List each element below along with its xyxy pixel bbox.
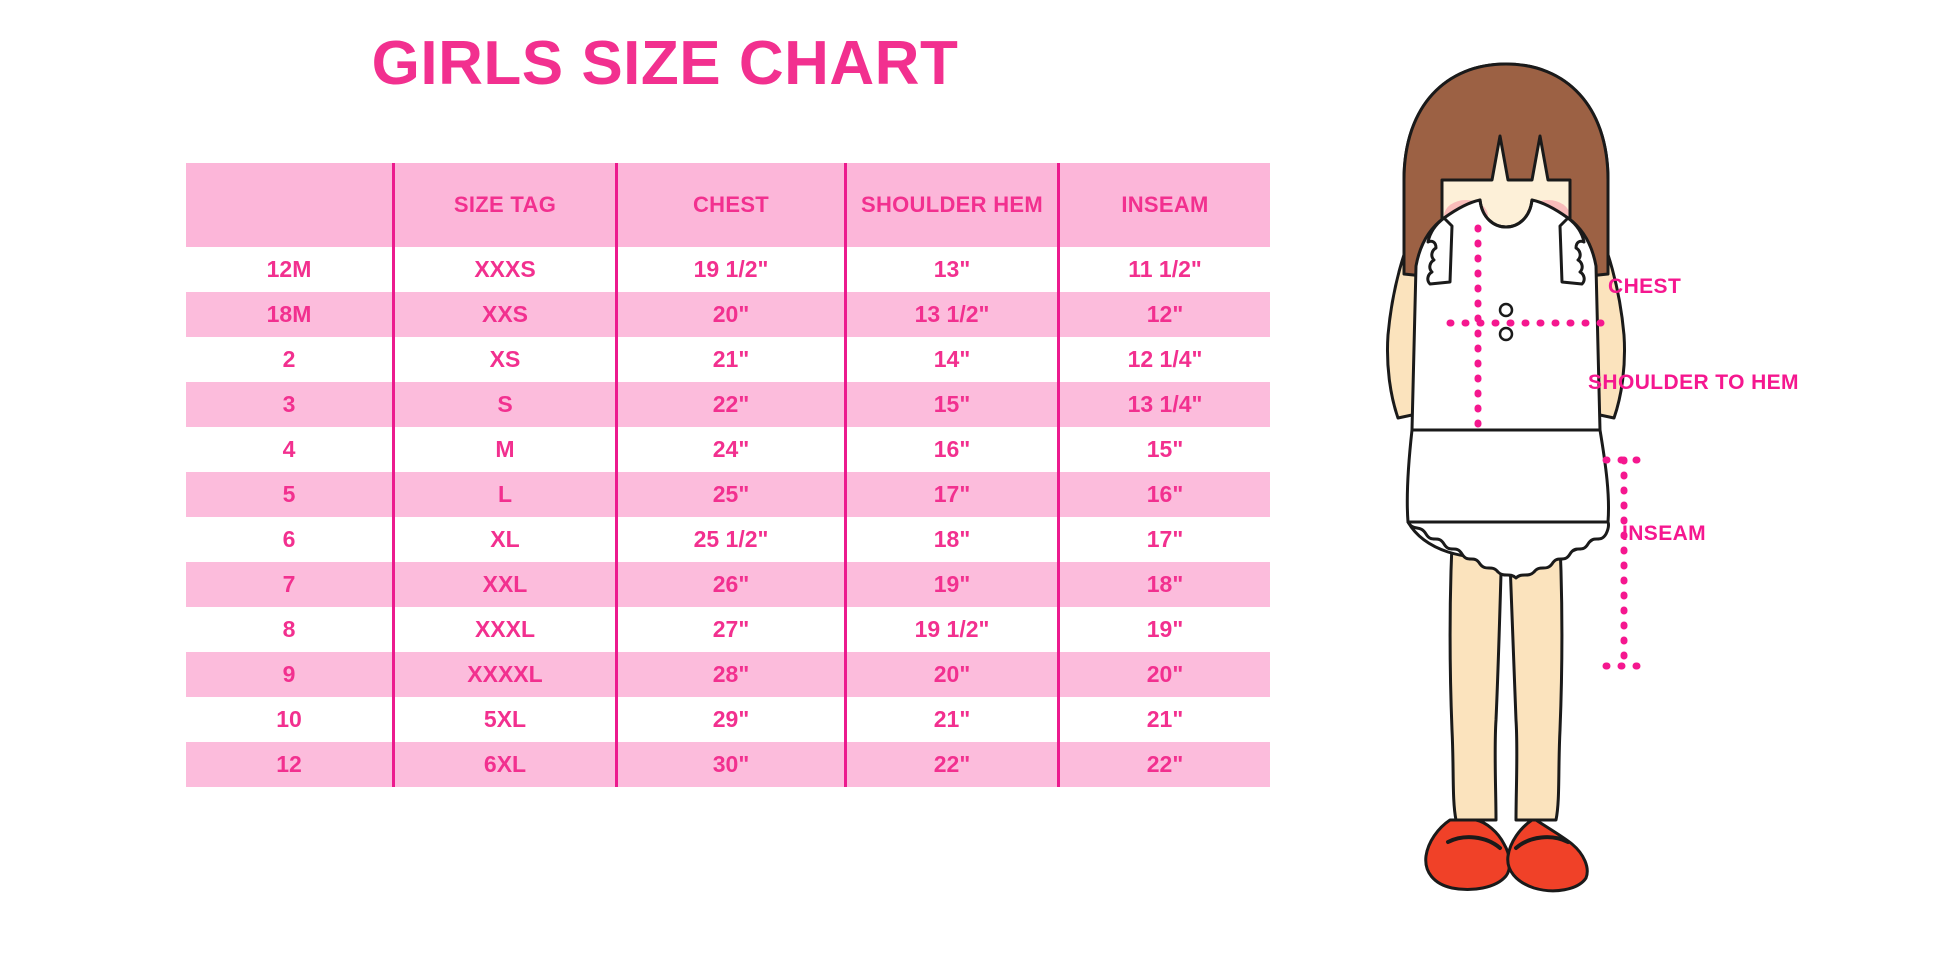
cell-inseam: 16" <box>1057 472 1270 517</box>
table-row: 12 6XL 30" 22" 22" <box>186 742 1270 787</box>
button-upper <box>1498 302 1514 318</box>
girl-figure-illustration <box>1300 30 1720 910</box>
cell-size-tag: XXS <box>392 292 617 337</box>
cell-chest: 26" <box>615 562 846 607</box>
cell-chest: 27" <box>615 607 846 652</box>
cell-chest: 25 1/2" <box>615 517 846 562</box>
size-chart-table: SIZE TAG CHEST SHOULDER HEM INSEAM 12M XX… <box>186 163 1270 787</box>
cell-inseam: 12 1/4" <box>1057 337 1270 382</box>
cell-shoulder-hem: 22" <box>844 742 1059 787</box>
cell-size: 12M <box>186 247 394 292</box>
cell-shoulder-hem: 19" <box>844 562 1059 607</box>
right-shoe <box>1506 818 1589 893</box>
cell-size-tag: M <box>392 427 617 472</box>
column-header-chest: CHEST <box>615 163 846 247</box>
cell-size: 3 <box>186 382 394 427</box>
cell-size: 2 <box>186 337 394 382</box>
ruffle-left-shoulder <box>1426 216 1454 286</box>
cell-chest: 22" <box>615 382 846 427</box>
table-row: 9 XXXXL 28" 20" 20" <box>186 652 1270 697</box>
cell-shoulder-hem: 16" <box>844 427 1059 472</box>
table-row: 3 S 22" 15" 13 1/4" <box>186 382 1270 427</box>
table-row: 2 XS 21" 14" 12 1/4" <box>186 337 1270 382</box>
cell-shoulder-hem: 20" <box>844 652 1059 697</box>
cell-shoulder-hem: 18" <box>844 517 1059 562</box>
cell-size: 7 <box>186 562 394 607</box>
cell-inseam: 11 1/2" <box>1057 247 1270 292</box>
cell-chest: 21" <box>615 337 846 382</box>
left-shoe <box>1424 818 1512 891</box>
hair-fringe <box>1402 62 1610 280</box>
table-row: 12M XXXS 19 1/2" 13" 11 1/2" <box>186 247 1270 292</box>
column-header-shoulder-hem: SHOULDER HEM <box>844 163 1059 247</box>
right-shoe-strap <box>1514 835 1570 850</box>
table-row: 8 XXXL 27" 19 1/2" 19" <box>186 607 1270 652</box>
cell-size-tag: XXL <box>392 562 617 607</box>
table-row: 6 XL 25 1/2" 18" 17" <box>186 517 1270 562</box>
cell-inseam: 17" <box>1057 517 1270 562</box>
cell-inseam: 12" <box>1057 292 1270 337</box>
annotation-label-chest: CHEST <box>1608 275 1682 298</box>
cell-chest: 19 1/2" <box>615 247 846 292</box>
cell-size: 5 <box>186 472 394 517</box>
cell-size: 6 <box>186 517 394 562</box>
cell-size-tag: 6XL <box>392 742 617 787</box>
cell-size: 8 <box>186 607 394 652</box>
cell-chest: 30" <box>615 742 846 787</box>
cell-inseam: 15" <box>1057 427 1270 472</box>
page-title: GIRLS SIZE CHART <box>371 29 959 98</box>
table-header-row: SIZE TAG CHEST SHOULDER HEM INSEAM <box>186 163 1270 247</box>
annotation-label-shoulder-to-hem: SHOULDER TO HEM <box>1588 371 1799 394</box>
cell-size-tag: L <box>392 472 617 517</box>
cell-size: 4 <box>186 427 394 472</box>
table-row: 18M XXS 20" 13 1/2" 12" <box>186 292 1270 337</box>
cell-chest: 28" <box>615 652 846 697</box>
cell-shoulder-hem: 15" <box>844 382 1059 427</box>
table-row: 7 XXL 26" 19" 18" <box>186 562 1270 607</box>
cell-shoulder-hem: 19 1/2" <box>844 607 1059 652</box>
ruffle-right-shoulder <box>1558 216 1586 286</box>
skirt-scallop-hem <box>1406 520 1610 580</box>
annotation-label-inseam: INSEAM <box>1622 522 1707 545</box>
column-header-inseam: INSEAM <box>1057 163 1270 247</box>
cell-size: 18M <box>186 292 394 337</box>
cell-inseam: 21" <box>1057 697 1270 742</box>
cell-inseam: 19" <box>1057 607 1270 652</box>
cell-chest: 25" <box>615 472 846 517</box>
cell-size-tag: XL <box>392 517 617 562</box>
left-shoe-strap <box>1446 835 1502 850</box>
cell-inseam: 13 1/4" <box>1057 382 1270 427</box>
cell-inseam: 18" <box>1057 562 1270 607</box>
column-header-size <box>186 163 394 247</box>
table-row: 5 L 25" 17" 16" <box>186 472 1270 517</box>
cell-chest: 24" <box>615 427 846 472</box>
cell-shoulder-hem: 21" <box>844 697 1059 742</box>
button-lower <box>1498 326 1514 342</box>
cell-shoulder-hem: 17" <box>844 472 1059 517</box>
cell-shoulder-hem: 14" <box>844 337 1059 382</box>
cell-shoulder-hem: 13" <box>844 247 1059 292</box>
table-row: 10 5XL 29" 21" 21" <box>186 697 1270 742</box>
cell-size: 9 <box>186 652 394 697</box>
cell-size-tag: S <box>392 382 617 427</box>
cell-size-tag: XXXS <box>392 247 617 292</box>
cell-inseam: 20" <box>1057 652 1270 697</box>
cell-size: 10 <box>186 697 394 742</box>
cell-chest: 20" <box>615 292 846 337</box>
table-row: 4 M 24" 16" 15" <box>186 427 1270 472</box>
cell-size-tag: XXXXL <box>392 652 617 697</box>
cell-chest: 29" <box>615 697 846 742</box>
cell-size: 12 <box>186 742 394 787</box>
cell-size-tag: 5XL <box>392 697 617 742</box>
neckline <box>1478 198 1534 229</box>
cell-shoulder-hem: 13 1/2" <box>844 292 1059 337</box>
cell-inseam: 22" <box>1057 742 1270 787</box>
cell-size-tag: XS <box>392 337 617 382</box>
column-header-size-tag: SIZE TAG <box>392 163 617 247</box>
cell-size-tag: XXXL <box>392 607 617 652</box>
